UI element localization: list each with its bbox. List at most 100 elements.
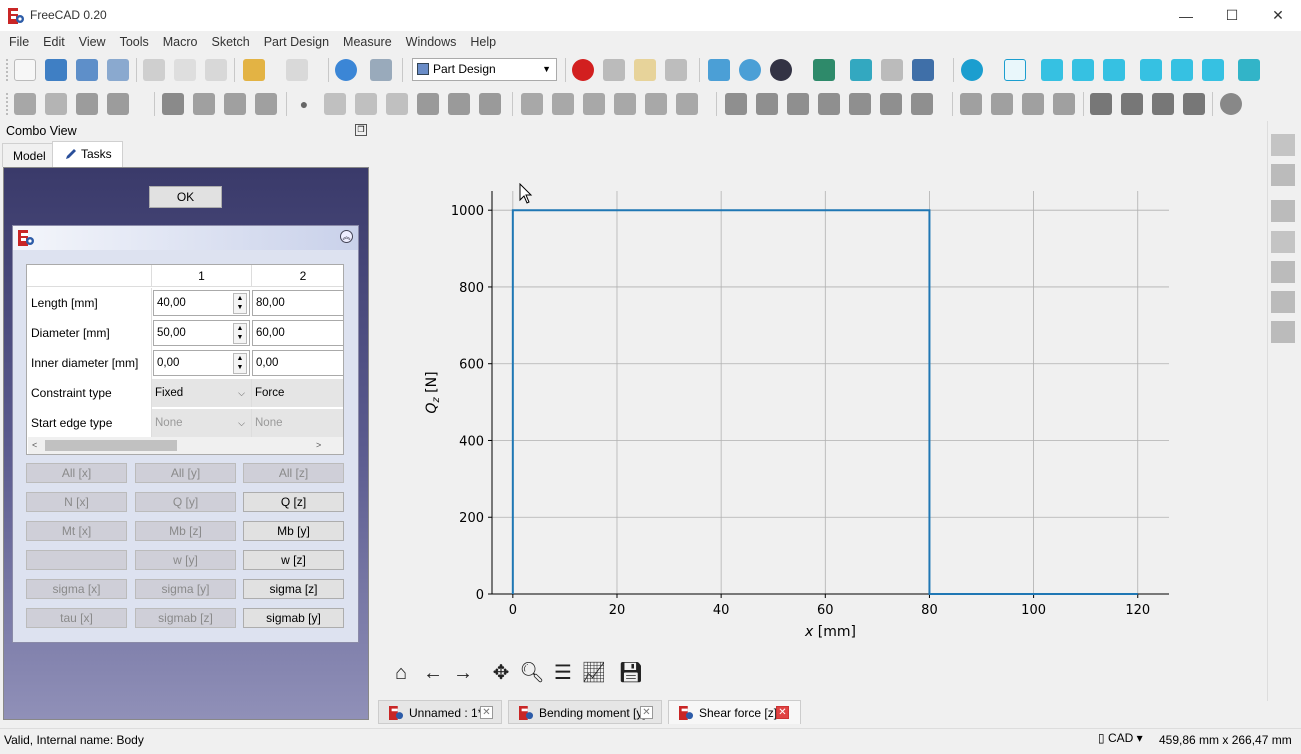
run-macro-icon[interactable]: [665, 59, 687, 81]
subtractive-helix-icon[interactable]: [880, 93, 902, 115]
thickness-icon[interactable]: [1183, 93, 1205, 115]
mirrored-icon[interactable]: [960, 93, 982, 115]
edit-macro-icon[interactable]: [634, 59, 656, 81]
mb-z-button[interactable]: Mb [z]: [135, 521, 236, 541]
point-datum-icon[interactable]: [255, 93, 277, 115]
cut-icon[interactable]: [143, 59, 165, 81]
constraint-type-select-2[interactable]: Force: [252, 379, 343, 407]
doc-tab-shear-force[interactable]: Shear force [z] ✕: [668, 700, 801, 724]
rear-view-icon[interactable]: [1140, 59, 1162, 81]
top-view-icon[interactable]: [1072, 59, 1094, 81]
draft-inspect-icon[interactable]: [1271, 164, 1295, 186]
subtractive-primitive-icon[interactable]: [911, 93, 933, 115]
bounding-box-icon[interactable]: [813, 59, 835, 81]
tool-2-icon[interactable]: [1271, 261, 1295, 283]
home-icon[interactable]: ⌂: [394, 662, 408, 684]
scroll-right-icon[interactable]: >: [316, 440, 322, 450]
whats-this-icon[interactable]: [370, 59, 392, 81]
multi-transform-icon[interactable]: [1053, 93, 1075, 115]
pan-icon[interactable]: ✥: [492, 662, 510, 684]
redo-icon[interactable]: [286, 59, 308, 81]
isometric-icon[interactable]: [1004, 59, 1026, 81]
cs-icon[interactable]: [386, 93, 408, 115]
mt-x-button[interactable]: Mt [x]: [26, 521, 127, 541]
polar-pattern-icon[interactable]: [1022, 93, 1044, 115]
validate-icon[interactable]: [448, 93, 470, 115]
menu-edit[interactable]: Edit: [43, 35, 65, 49]
sync-view-icon[interactable]: [912, 59, 934, 81]
pocket-icon[interactable]: [725, 93, 747, 115]
undo-icon[interactable]: [243, 59, 265, 81]
bottom-view-icon[interactable]: [1171, 59, 1193, 81]
revolution-icon[interactable]: [552, 93, 574, 115]
w-y-button[interactable]: w [y]: [135, 550, 236, 570]
fit-selection-icon[interactable]: [739, 59, 761, 81]
diameter-field-1[interactable]: 50,00 ▲ ▼: [153, 320, 250, 346]
inner-diameter-field-1[interactable]: 0,00 ▲ ▼: [153, 350, 250, 376]
chamfer-icon[interactable]: [1121, 93, 1143, 115]
horizontal-scroll-thumb[interactable]: [45, 440, 177, 451]
minimize-button[interactable]: —: [1179, 7, 1193, 24]
tau-x-button[interactable]: tau [x]: [26, 608, 127, 628]
linear-pattern-icon[interactable]: [991, 93, 1013, 115]
q-z-button[interactable]: Q [z]: [243, 492, 344, 512]
loft-icon[interactable]: [583, 93, 605, 115]
spin-arrows-icon[interactable]: ▲ ▼: [233, 293, 247, 314]
body-icon[interactable]: [14, 93, 36, 115]
save-as-icon[interactable]: [107, 59, 129, 81]
menu-windows[interactable]: Windows: [405, 35, 457, 49]
menu-measure[interactable]: Measure: [343, 35, 392, 49]
sigmab-y-button[interactable]: sigmab [y]: [243, 608, 344, 628]
menu-help[interactable]: Help: [470, 35, 497, 49]
part-icon[interactable]: [45, 93, 67, 115]
std-views-icon[interactable]: [961, 59, 983, 81]
subtractive-loft-icon[interactable]: [818, 93, 840, 115]
refresh-icon[interactable]: [335, 59, 357, 81]
fit-all-icon[interactable]: [708, 59, 730, 81]
fillet-icon[interactable]: [1090, 93, 1112, 115]
navigation-style-button[interactable]: ▯ CAD ▾: [1098, 731, 1143, 745]
pad-icon[interactable]: [521, 93, 543, 115]
inspect-icon[interactable]: [1271, 134, 1295, 156]
column-header[interactable]: 2: [252, 265, 343, 287]
length-field-1[interactable]: 40,00 ▲ ▼: [153, 290, 250, 316]
sketch-icon[interactable]: [417, 93, 439, 115]
paste-icon[interactable]: [205, 59, 227, 81]
close-button[interactable]: ✕: [1272, 7, 1284, 23]
helix-icon[interactable]: [645, 93, 667, 115]
line-datum-icon[interactable]: [224, 93, 246, 115]
menu-macro[interactable]: Macro: [162, 35, 198, 49]
ok-button[interactable]: OK: [149, 186, 222, 208]
menu-sketch[interactable]: Sketch: [211, 35, 250, 49]
sigma-z-button[interactable]: sigma [z]: [243, 579, 344, 599]
boolean-icon[interactable]: [1220, 93, 1242, 115]
w-z-button[interactable]: w [z]: [243, 550, 344, 570]
constraint-type-select-1[interactable]: Fixed ⌵: [152, 379, 252, 407]
close-tab-icon[interactable]: ✕: [480, 706, 493, 719]
draw-style-icon[interactable]: [770, 59, 792, 81]
inspect-2-icon[interactable]: [1271, 231, 1295, 253]
doc-tab-bending-moment[interactable]: Bending moment [y] ✕: [508, 700, 662, 724]
maximize-button[interactable]: ☐: [1225, 7, 1239, 23]
tab-model[interactable]: Model: [2, 143, 57, 167]
back-icon[interactable]: [850, 59, 872, 81]
subtractive-pipe-icon[interactable]: [849, 93, 871, 115]
menu-file[interactable]: File: [9, 35, 30, 49]
back-arrow-icon[interactable]: ←: [423, 662, 443, 684]
copy-icon[interactable]: [174, 59, 196, 81]
forward-arrow-icon[interactable]: →: [453, 662, 473, 684]
gear-icon[interactable]: [479, 93, 501, 115]
scroll-left-icon[interactable]: <: [32, 440, 38, 450]
plane-icon[interactable]: [193, 93, 215, 115]
mb-y-button[interactable]: Mb [y]: [243, 521, 344, 541]
q-y-button[interactable]: Q [y]: [135, 492, 236, 512]
draft-icon[interactable]: [1152, 93, 1174, 115]
stop-macro-icon[interactable]: [603, 59, 625, 81]
forward-icon[interactable]: [881, 59, 903, 81]
configure-subplots-icon[interactable]: ☰: [554, 662, 572, 684]
diameter-field-2[interactable]: 60,00: [252, 320, 343, 346]
float-icon[interactable]: ❐: [355, 124, 367, 136]
collapse-icon[interactable]: ︽: [340, 230, 353, 243]
subshape-binder-icon[interactable]: [107, 93, 129, 115]
